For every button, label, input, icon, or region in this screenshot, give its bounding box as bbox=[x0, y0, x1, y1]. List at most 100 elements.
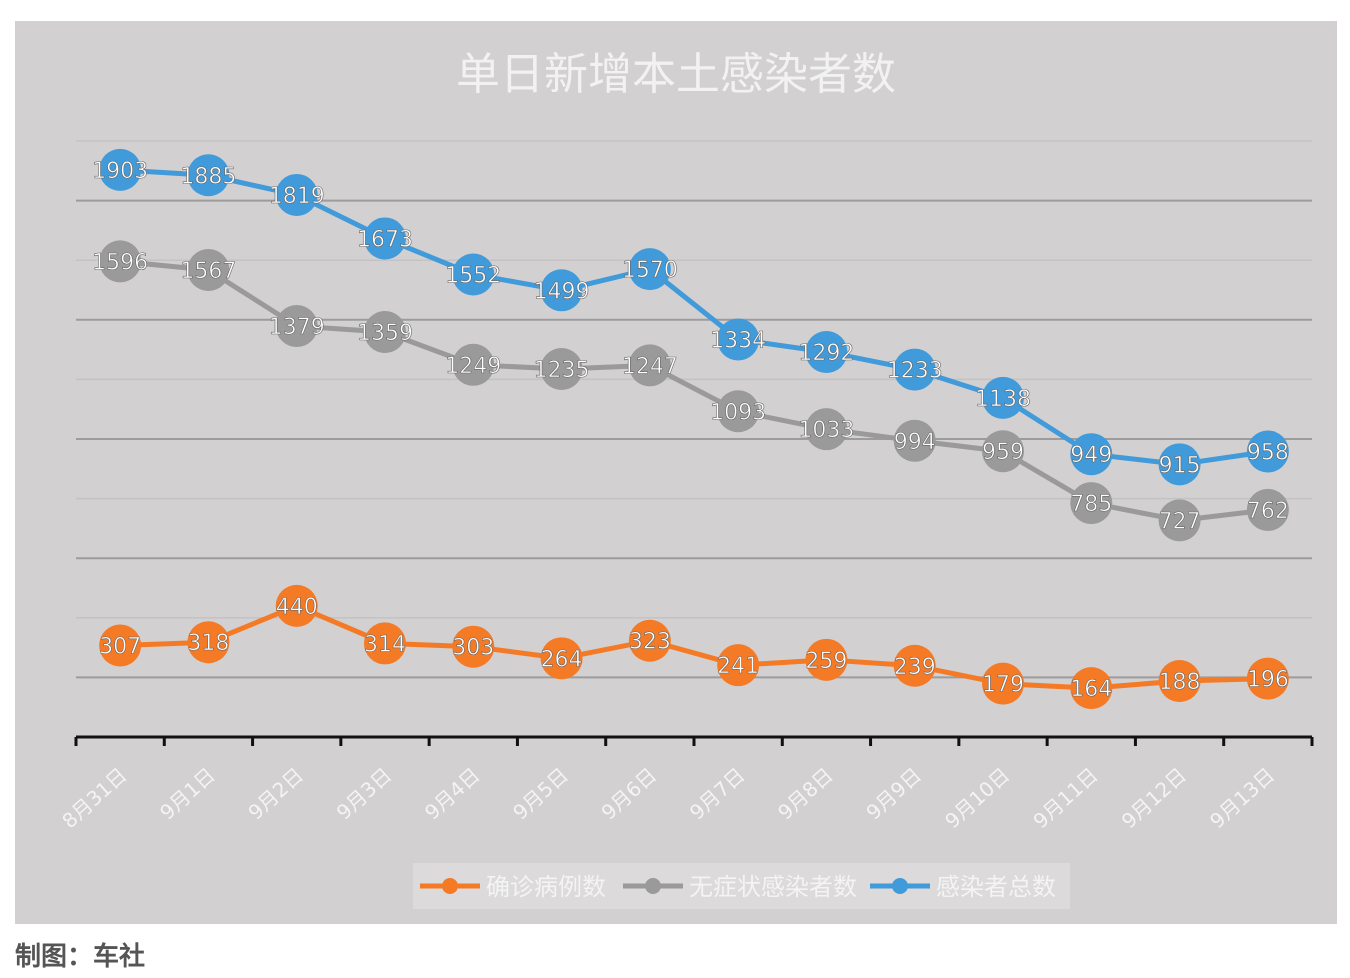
data-label: 762 bbox=[1247, 499, 1289, 524]
data-point bbox=[452, 625, 495, 668]
data-label: 1249 bbox=[445, 354, 501, 379]
series-3: 1903 1885 1819 1673 1552 1499 1570 1334 1292 1233… bbox=[92, 148, 1289, 486]
x-tick-label: 9月10日 bbox=[940, 763, 1014, 833]
legend-label: 感染者总数 bbox=[936, 873, 1056, 901]
x-tick-label: 9月6日 bbox=[597, 763, 662, 825]
series-line bbox=[119, 258, 1269, 523]
data-point bbox=[1246, 657, 1289, 700]
data-point bbox=[717, 318, 760, 361]
data-point bbox=[187, 154, 230, 197]
legend-label: 确诊病例数 bbox=[486, 873, 606, 901]
data-label: 318 bbox=[187, 631, 229, 656]
data-label: 1235 bbox=[534, 358, 590, 383]
data-point bbox=[452, 343, 495, 386]
data-label: 259 bbox=[805, 649, 847, 674]
data-label: 1033 bbox=[798, 418, 854, 443]
data-point bbox=[187, 249, 230, 292]
legend-swatch-marker bbox=[442, 878, 458, 894]
data-point bbox=[628, 248, 671, 291]
x-tick-label: 8月31日 bbox=[57, 763, 131, 833]
legend: 确诊病例数 无症状感染者数 感染者总数 bbox=[413, 863, 1070, 909]
data-point bbox=[628, 619, 671, 662]
x-tick-label: 9月12日 bbox=[1117, 763, 1191, 833]
data-point bbox=[1246, 430, 1289, 473]
data-label: 264 bbox=[541, 647, 583, 672]
data-label: 188 bbox=[1159, 670, 1201, 695]
x-axis: 8月31日 9月1日 9月2日 9月3日 9月4日 9月5日 9月6日 9月7日 9月8日 9月9… bbox=[57, 735, 1314, 833]
x-tick-label: 9月3日 bbox=[332, 763, 397, 825]
data-label: 196 bbox=[1247, 668, 1289, 693]
data-point bbox=[99, 624, 142, 667]
legend-label: 无症状感染者数 bbox=[689, 873, 857, 901]
data-label: 1093 bbox=[710, 400, 766, 425]
data-label: 1567 bbox=[180, 259, 236, 284]
data-point bbox=[982, 376, 1024, 419]
x-tick-label: 9月5日 bbox=[508, 763, 573, 825]
data-label: 1570 bbox=[622, 258, 678, 283]
chart-title: 单日新增本土感染者数 bbox=[456, 49, 896, 100]
data-point bbox=[99, 240, 142, 283]
data-point bbox=[275, 305, 318, 348]
data-label: 1292 bbox=[798, 341, 854, 366]
x-tick-label: 9月9日 bbox=[861, 763, 926, 825]
data-label: 1233 bbox=[887, 359, 943, 384]
data-point bbox=[628, 344, 671, 387]
x-tick-label: 9月8日 bbox=[773, 763, 838, 825]
x-tick-label: 9月2日 bbox=[243, 763, 308, 825]
data-point bbox=[1246, 488, 1289, 531]
x-tick-label: 9月11日 bbox=[1028, 763, 1102, 833]
data-label: 1903 bbox=[92, 159, 148, 184]
data-label: 1673 bbox=[357, 227, 413, 252]
data-point bbox=[1158, 659, 1201, 702]
data-point bbox=[275, 173, 318, 216]
data-label: 1359 bbox=[357, 321, 413, 346]
data-point bbox=[540, 637, 583, 680]
legend-swatch-marker bbox=[645, 878, 661, 894]
data-label: 785 bbox=[1070, 492, 1112, 517]
series-2: 1596 1567 1379 1359 1249 1235 1247 1093 1033 994 9… bbox=[92, 240, 1289, 542]
data-label: 915 bbox=[1159, 453, 1201, 478]
data-label: 1138 bbox=[975, 387, 1031, 412]
data-label: 314 bbox=[364, 632, 406, 657]
data-point bbox=[717, 390, 760, 433]
data-label: 1552 bbox=[445, 264, 501, 289]
data-point bbox=[982, 662, 1024, 705]
data-label: 179 bbox=[982, 673, 1024, 698]
data-point bbox=[99, 148, 142, 191]
data-label: 1885 bbox=[180, 164, 236, 189]
data-point bbox=[717, 644, 760, 687]
data-point bbox=[1070, 482, 1113, 525]
data-label: 1499 bbox=[534, 279, 590, 304]
data-label: 440 bbox=[276, 595, 318, 620]
data-point bbox=[1070, 667, 1113, 710]
data-point bbox=[805, 408, 848, 451]
data-label: 949 bbox=[1070, 443, 1112, 468]
legend-swatch-marker bbox=[892, 878, 908, 894]
data-point bbox=[982, 430, 1024, 473]
legend-item: 无症状感染者数 bbox=[623, 873, 857, 901]
data-point bbox=[540, 347, 583, 390]
data-label: 959 bbox=[982, 440, 1024, 465]
data-label: 241 bbox=[717, 654, 759, 679]
data-label: 323 bbox=[629, 630, 671, 655]
series-1: 307 318 440 314 303 264 323 241 259 239 179 164 188 1… bbox=[99, 584, 1289, 710]
data-point bbox=[1158, 443, 1201, 486]
data-point bbox=[540, 269, 583, 312]
data-point bbox=[452, 253, 495, 296]
data-point bbox=[275, 584, 318, 627]
data-label: 1819 bbox=[269, 184, 325, 209]
data-label: 239 bbox=[894, 655, 936, 680]
legend-item: 确诊病例数 bbox=[420, 873, 606, 901]
data-point bbox=[1158, 499, 1201, 542]
data-label: 958 bbox=[1247, 441, 1289, 466]
data-label: 307 bbox=[99, 635, 141, 660]
x-tick-label: 9月7日 bbox=[685, 763, 750, 825]
data-point bbox=[364, 217, 406, 260]
x-tick-label: 9月1日 bbox=[155, 763, 220, 825]
x-tick-label: 9月4日 bbox=[420, 763, 485, 825]
chart-credit: 制图：车社 bbox=[15, 942, 146, 972]
chart-panel: 单日新增本土感染者数 8月31日 9月1日 9月2日 9月3日 9月4日 9月5日 9月6日 9… bbox=[15, 21, 1337, 924]
data-label: 164 bbox=[1070, 677, 1112, 702]
data-label: 1596 bbox=[92, 250, 148, 275]
data-point bbox=[187, 621, 230, 664]
